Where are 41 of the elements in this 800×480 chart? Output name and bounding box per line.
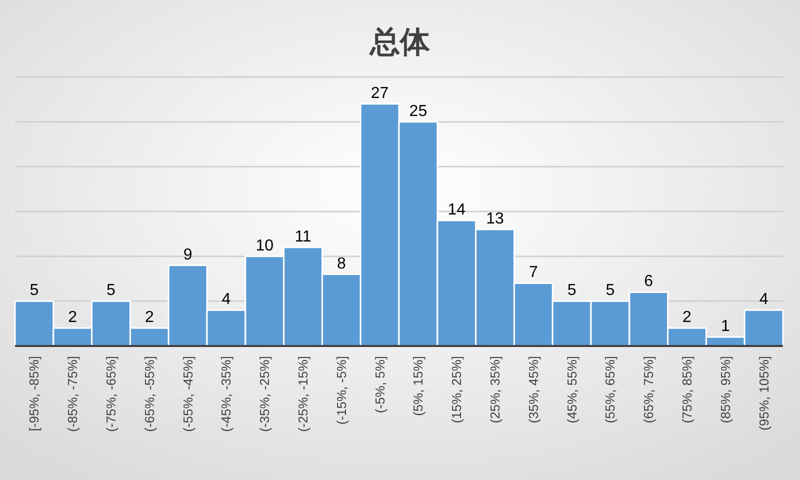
x-tick-label: (25%, 35%] [488, 356, 502, 424]
x-tick-label: (15%, 25%] [449, 356, 464, 424]
x-tick-label: (55%, 65%] [602, 356, 618, 424]
data-label: 5 [106, 282, 116, 300]
data-label: 4 [222, 291, 231, 308]
data-label: 10 [256, 237, 274, 254]
x-tick-label: (-55%, -45%] [180, 356, 196, 432]
x-tick-label: (85%, 95%] [718, 356, 733, 424]
data-label: 7 [528, 264, 538, 282]
data-label: 13 [486, 210, 504, 228]
x-tick-label: (-85%, -75%] [65, 356, 80, 432]
data-label: 5 [30, 282, 39, 300]
data-label: 8 [336, 255, 346, 272]
data-label: 5 [606, 282, 615, 300]
data-label: 14 [448, 201, 466, 218]
x-tick-label: [-95%, -85%] [26, 356, 42, 432]
data-label: 6 [644, 273, 654, 290]
x-tick-label: (-75%, -65%] [104, 356, 118, 432]
x-tick-label: (45%, 55%] [564, 356, 580, 424]
x-tick-label: (75%, 85%] [680, 356, 694, 424]
chart-title: 总体 [369, 26, 431, 59]
data-label: 2 [68, 309, 78, 326]
data-label: 1 [720, 318, 730, 336]
x-tick-label: (-15%, -5%] [334, 356, 349, 425]
data-label: 27 [370, 84, 389, 102]
x-tick-label: (-35%, -25%] [257, 356, 272, 432]
data-label: 25 [409, 102, 428, 120]
data-label: 9 [183, 246, 192, 264]
x-tick-label: (35%, 45%] [526, 356, 541, 424]
x-tick-label: (-65%, -55%] [142, 356, 157, 432]
x-tick-label: (65%, 75%] [641, 356, 656, 424]
x-tick-label: (-5%, 5%] [372, 356, 388, 414]
data-label: 2 [144, 309, 154, 326]
data-label: 5 [567, 282, 576, 300]
x-tick-label: (5%, 15%] [410, 356, 426, 416]
data-label: 11 [294, 228, 312, 246]
data-label: 2 [682, 309, 692, 326]
x-tick-label: (-25%, -15%] [296, 356, 310, 432]
data-label: 4 [759, 291, 768, 308]
x-tick-label: (95%, 105%] [756, 356, 772, 430]
x-tick-label: (-45%, -35%] [218, 356, 234, 432]
